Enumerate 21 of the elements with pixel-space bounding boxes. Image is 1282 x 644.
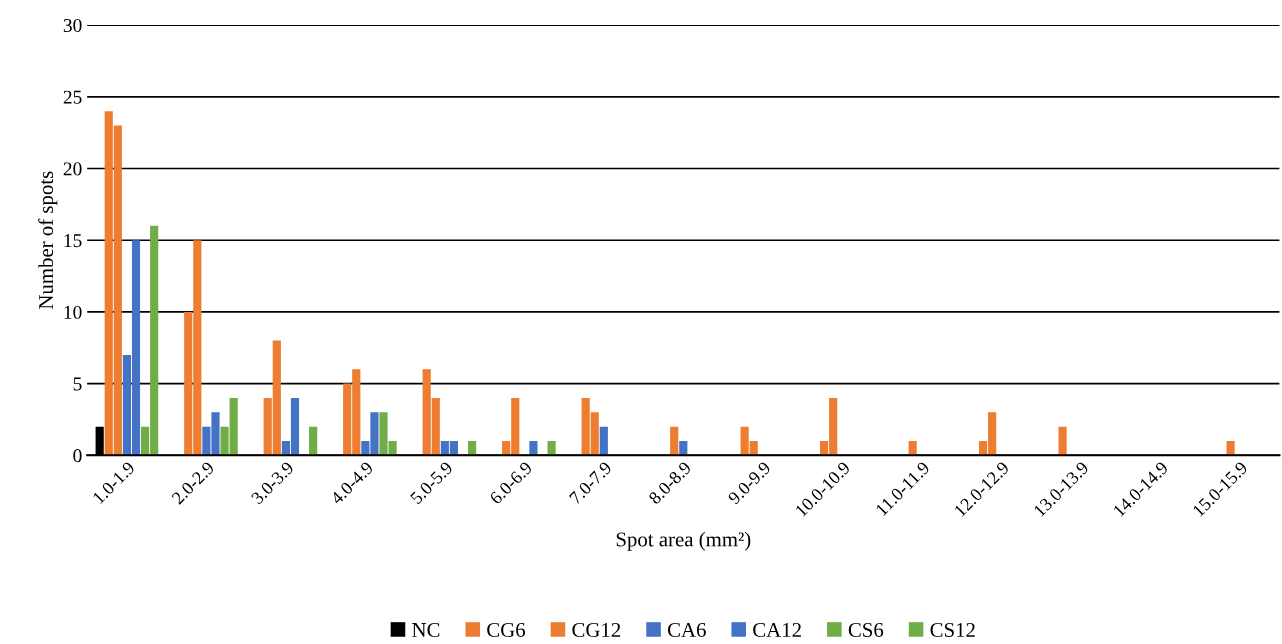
bar bbox=[309, 426, 318, 456]
bar bbox=[1058, 426, 1067, 456]
legend-label: CS12 bbox=[930, 622, 975, 637]
y-tick-label: 30 bbox=[63, 18, 82, 33]
legend-label: CG12 bbox=[572, 622, 621, 637]
bar bbox=[670, 426, 679, 456]
y-tick-label: 25 bbox=[63, 90, 82, 104]
y-tick-label: 5 bbox=[73, 377, 82, 391]
y-tick-label: 20 bbox=[63, 162, 82, 176]
bar bbox=[599, 426, 608, 456]
x-axis-title: Spot area (mm²) bbox=[616, 531, 751, 551]
y-tick-label: 10 bbox=[64, 305, 82, 319]
bar bbox=[529, 440, 538, 456]
y-tick-label: 0 bbox=[73, 449, 82, 463]
legend-label: NC bbox=[412, 622, 440, 637]
legend-label: CA12 bbox=[753, 622, 801, 637]
legend-label: CS6 bbox=[848, 622, 884, 637]
legend-label: CA6 bbox=[667, 622, 706, 637]
y-tick-label: 15 bbox=[64, 234, 82, 248]
y-axis-title: Number of spots bbox=[38, 171, 58, 310]
legend-label: CG6 bbox=[487, 622, 526, 637]
